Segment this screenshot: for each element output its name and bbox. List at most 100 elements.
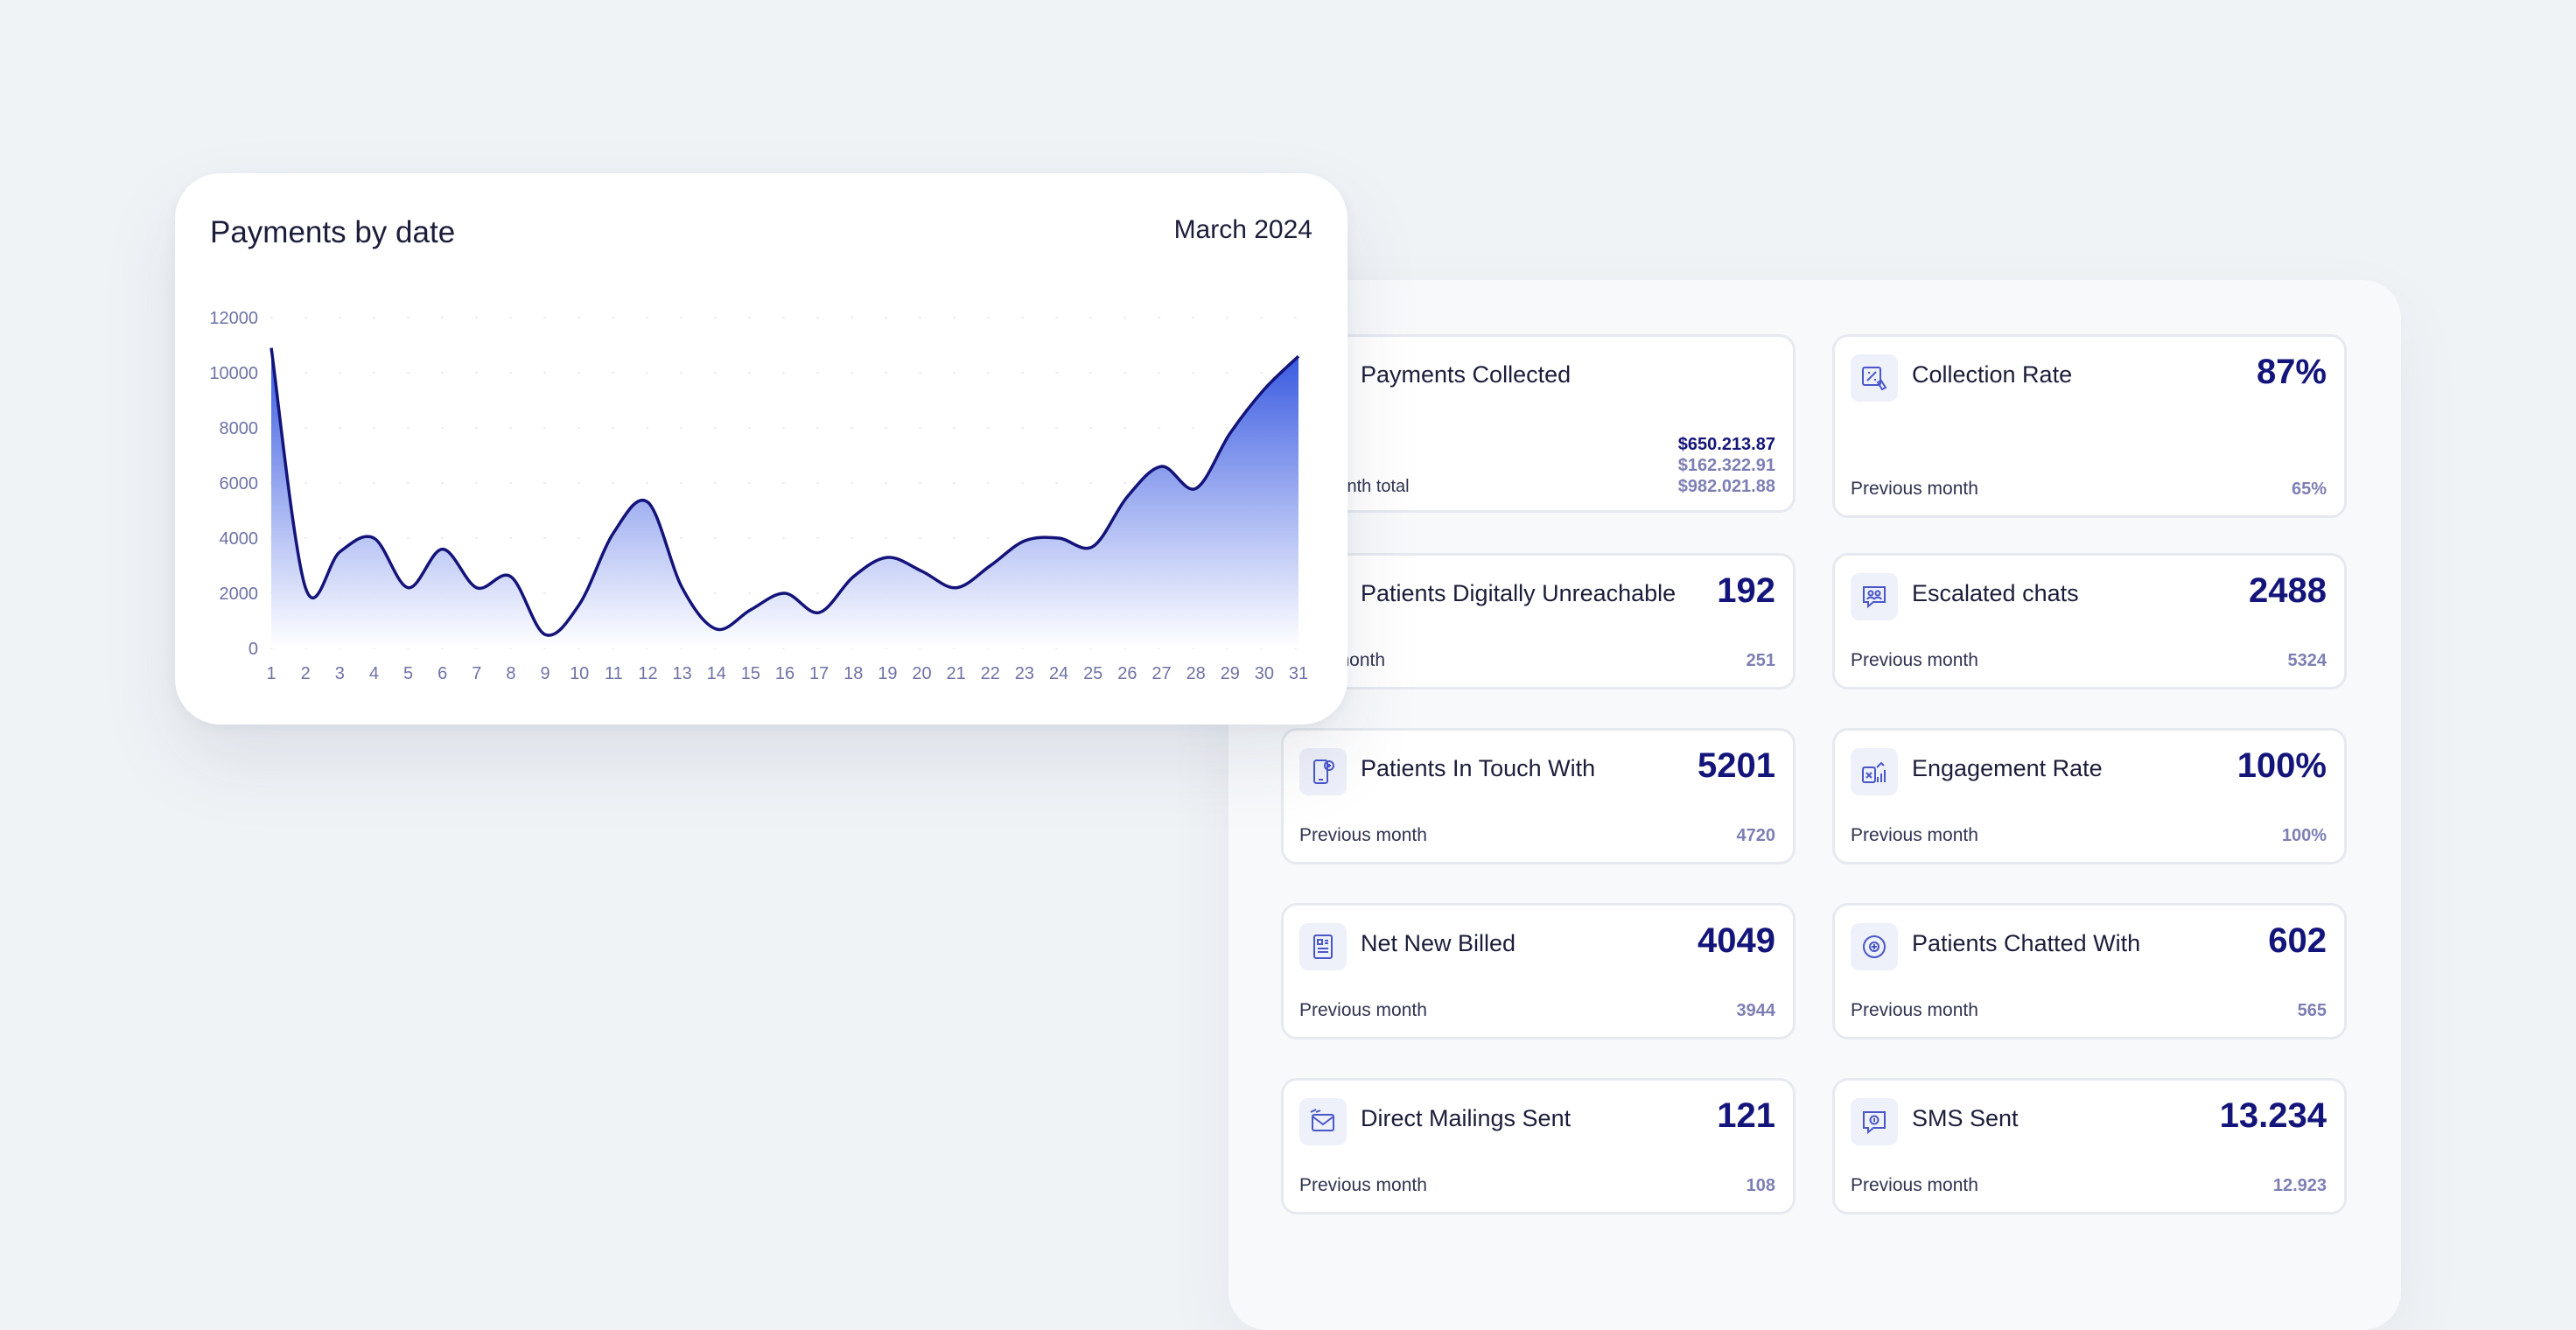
x-tick-label: 6: [438, 664, 447, 683]
previous-month-label: Previous month: [1851, 650, 1978, 670]
data-point[interactable]: [814, 607, 824, 618]
previous-month-label: Previous month: [1851, 479, 1978, 499]
x-tick-label: 3: [335, 664, 345, 683]
bill-icon: [1299, 923, 1347, 970]
stat-value: 13.234: [2219, 1096, 2327, 1135]
chart-title: Payments by date: [210, 215, 456, 249]
data-point[interactable]: [917, 566, 928, 577]
data-point[interactable]: [438, 544, 448, 555]
breakdown-row: $650.213.87: [1299, 435, 1775, 456]
x-tick-label: 23: [1015, 664, 1034, 683]
previous-month-label: Previous month: [1851, 1000, 1978, 1020]
y-tick-label: 12000: [209, 309, 258, 328]
stat-value: 2488: [2249, 571, 2327, 610]
x-tick-label: 22: [981, 664, 1000, 683]
stat-card-collection-rate[interactable]: Collection Rate 87% Previous month 65%: [1832, 334, 2347, 518]
stat-label: Patients In Touch With: [1361, 755, 1596, 781]
stat-card-patients-chatted-with[interactable]: Patients Chatted With 602 Previous month…: [1832, 903, 2347, 1040]
previous-month-value: 108: [1746, 1176, 1775, 1195]
data-point[interactable]: [1259, 384, 1270, 395]
x-tick-label: 13: [672, 664, 691, 683]
x-tick-label: 17: [809, 664, 829, 683]
payments-chart-card: 0 2000 4000 6000 8000 10000 12000 1 2 3 4 5 6 7 8 9 10 11…: [175, 173, 1348, 724]
x-tick-label: 20: [912, 664, 931, 683]
x-tick-label: 29: [1221, 664, 1240, 683]
escalated-chats-icon: [1851, 573, 1898, 620]
stat-label: Escalated chats: [1912, 580, 2079, 606]
x-tick-label: 16: [775, 664, 794, 683]
stat-card-payments-collected[interactable]: Payments Collected $650.213.87 Desk $162…: [1281, 334, 1796, 513]
stat-label: Payments Collected: [1361, 361, 1572, 388]
data-point[interactable]: [780, 588, 790, 598]
x-tick-label: 8: [506, 664, 515, 683]
x-tick-label: 1: [266, 664, 276, 683]
chat-icon: [1851, 923, 1898, 970]
breakdown-value: $162.322.91: [1677, 456, 1775, 475]
x-tick-label: 24: [1049, 664, 1068, 683]
data-point[interactable]: [951, 583, 962, 593]
data-point[interactable]: [266, 343, 276, 354]
data-point[interactable]: [472, 583, 482, 593]
data-point[interactable]: [1019, 536, 1030, 546]
stat-value: 602: [2268, 921, 2327, 960]
x-tick-label: 27: [1152, 664, 1171, 683]
x-tick-label: 4: [369, 664, 379, 683]
data-point[interactable]: [1054, 533, 1064, 543]
data-point[interactable]: [882, 552, 892, 563]
stat-card-engagement-rate[interactable]: Engagement Rate 100% Previous month 100%: [1832, 728, 2347, 864]
series-area: [271, 347, 1298, 648]
y-tick-label: 10000: [209, 364, 258, 383]
data-point[interactable]: [608, 528, 619, 538]
x-tick-label: 2: [301, 664, 311, 683]
data-point[interactable]: [334, 547, 345, 557]
data-point[interactable]: [540, 629, 550, 640]
x-tick-label: 5: [403, 664, 413, 683]
data-point[interactable]: [677, 583, 688, 593]
y-tick-label: 8000: [220, 419, 259, 438]
data-point[interactable]: [1191, 483, 1201, 494]
previous-month-label: Previous month: [1851, 1175, 1978, 1195]
y-tick-label: 4000: [220, 529, 259, 549]
stat-card-escalated-chats[interactable]: Escalated chats 2488 Previous month 5324: [1832, 553, 2347, 690]
data-point[interactable]: [403, 583, 414, 593]
x-tick-label: 10: [570, 664, 589, 683]
stat-label: Engagement Rate: [1912, 755, 2103, 781]
stat-label: SMS Sent: [1912, 1105, 2019, 1131]
data-point[interactable]: [746, 605, 756, 615]
previous-month-label: Previous month: [1299, 1175, 1427, 1195]
data-point[interactable]: [985, 561, 996, 571]
data-point[interactable]: [1088, 541, 1098, 551]
stat-label: Collection Rate: [1912, 361, 2073, 388]
y-tick-label: 6000: [220, 474, 259, 494]
phone-icon: [1299, 748, 1347, 795]
data-point[interactable]: [506, 571, 516, 582]
previous-month-value: 65%: [2291, 480, 2327, 499]
stat-card-net-new-billed[interactable]: Net New Billed 4049 Previous month 3944: [1281, 903, 1796, 1040]
data-point[interactable]: [1225, 428, 1236, 438]
x-tick-label: 11: [605, 664, 623, 683]
data-point[interactable]: [300, 583, 311, 593]
data-point[interactable]: [574, 599, 584, 610]
y-tick-label: 2000: [220, 584, 259, 604]
data-point[interactable]: [1122, 492, 1132, 502]
data-point[interactable]: [711, 624, 722, 634]
data-point[interactable]: [368, 533, 379, 543]
stat-value: 5201: [1698, 746, 1775, 785]
stat-card-patients-digitally-unreachable[interactable]: Patients Digitally Unreachable 192 ous m…: [1281, 553, 1796, 690]
previous-month-value: 3944: [1736, 1001, 1776, 1020]
data-point[interactable]: [642, 497, 653, 508]
data-point[interactable]: [1293, 351, 1304, 361]
stat-card-sms-sent[interactable]: SMS Sent 13.234 Previous month 12.923: [1832, 1078, 2347, 1214]
breakdown-value: $650.213.87: [1677, 435, 1775, 454]
x-tick-label: 30: [1255, 664, 1274, 683]
breakdown-value: $982.021.88: [1677, 477, 1775, 496]
stat-value: 100%: [2236, 746, 2327, 785]
x-tick-label: 14: [707, 664, 726, 683]
previous-month-label: Previous month: [1299, 825, 1427, 845]
data-point[interactable]: [848, 571, 858, 582]
stat-card-direct-mailings-sent[interactable]: Direct Mailings Sent 121 Previous month …: [1281, 1078, 1796, 1214]
stat-card-patients-in-touch-with[interactable]: Patients In Touch With 5201 Previous mon…: [1281, 728, 1796, 864]
data-point[interactable]: [1156, 461, 1166, 472]
previous-month-value: 4720: [1736, 826, 1776, 845]
